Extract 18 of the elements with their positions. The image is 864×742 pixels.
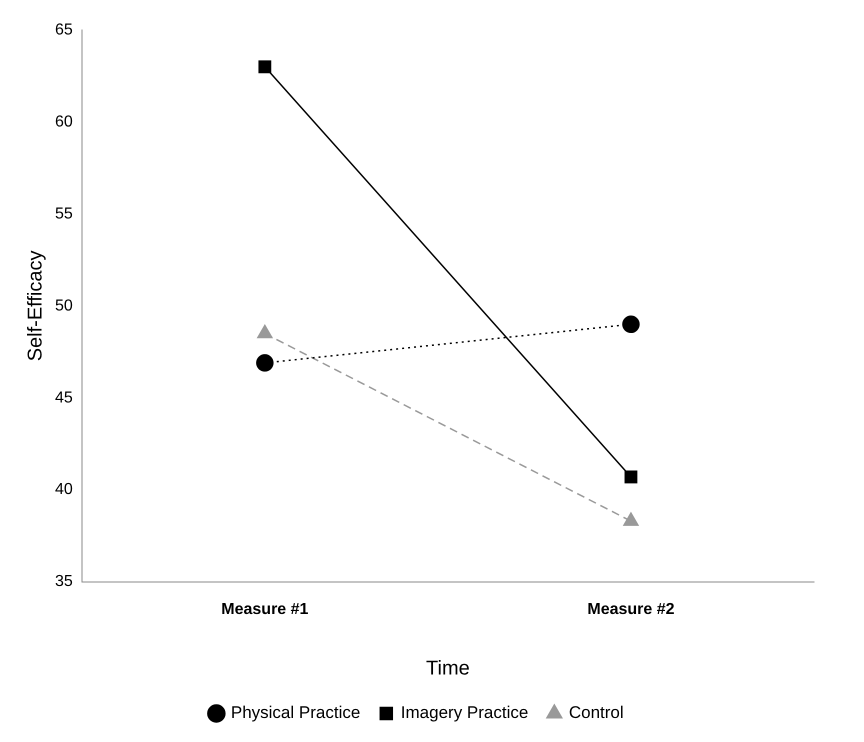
y-tick-label: 35: [55, 573, 73, 590]
x-tick-label: Measure #1: [221, 600, 309, 618]
y-tick-label: 55: [55, 205, 73, 222]
x-axis-title: Time: [426, 658, 470, 680]
legend-label: Physical Practice: [230, 703, 360, 722]
y-tick-label: 65: [55, 21, 73, 38]
y-tick-label: 45: [55, 389, 73, 406]
y-tick-label: 60: [55, 113, 73, 130]
point: [624, 470, 638, 484]
y-tick-label: 40: [55, 481, 73, 498]
point: [256, 354, 274, 372]
y-axis-title: Self-Efficacy: [24, 250, 47, 362]
legend-label: Imagery Practice: [400, 703, 528, 722]
point: [622, 316, 640, 334]
y-tick-label: 50: [55, 297, 73, 314]
point: [258, 60, 272, 74]
legend-label: Control: [568, 703, 624, 722]
x-tick-label: Measure #2: [587, 600, 675, 618]
